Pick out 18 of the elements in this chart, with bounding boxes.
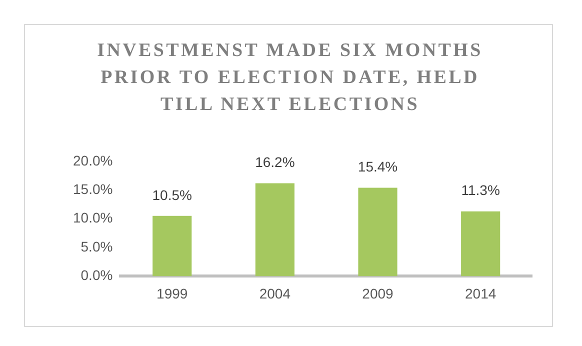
data-label: 16.2% — [255, 154, 295, 170]
x-tick-label: 2014 — [465, 285, 496, 302]
data-label: 10.5% — [152, 186, 192, 203]
data-label: 11.3% — [461, 182, 500, 198]
bar — [152, 216, 192, 276]
data-label: 15.4% — [358, 158, 398, 175]
y-tick-label: 15.0% — [72, 180, 113, 197]
y-tick-label: 5.0% — [80, 238, 113, 254]
bar — [255, 183, 294, 276]
bar — [461, 211, 500, 276]
y-tick-label: 0.0% — [80, 267, 113, 284]
y-tick-label: 20.0% — [72, 152, 113, 168]
x-tick-label: 1999 — [156, 285, 188, 302]
x-tick-label: 2004 — [259, 285, 291, 302]
y-tick-label: 10.0% — [72, 210, 113, 226]
x-tick-label: 2009 — [362, 285, 394, 302]
chart-title: INVESTMENST MADE SIX MONTHS PRIOR TO ELECTION DATE, HELD TILL NEXT ELECTIONS — [96, 39, 484, 117]
bar — [358, 188, 398, 276]
